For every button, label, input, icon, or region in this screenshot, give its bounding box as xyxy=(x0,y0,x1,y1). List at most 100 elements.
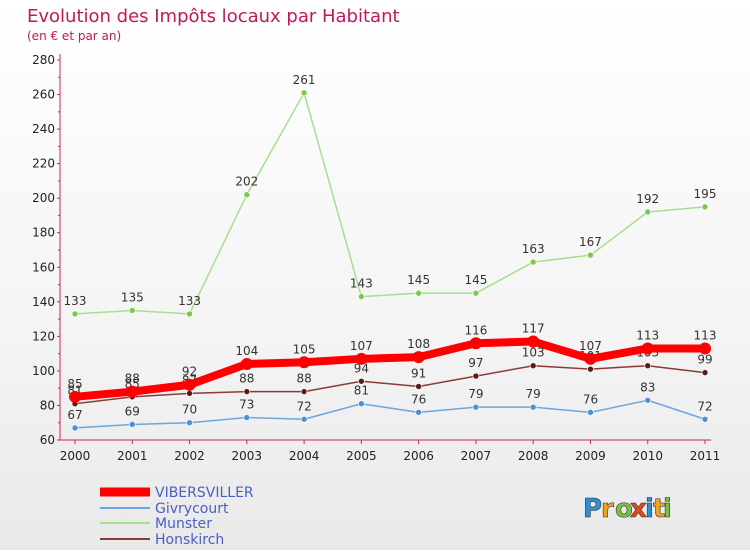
data-label: 91 xyxy=(411,366,426,380)
data-label: 94 xyxy=(354,361,369,375)
data-point xyxy=(587,251,594,259)
data-point xyxy=(472,372,480,380)
data-point xyxy=(529,403,537,411)
y-tick-label: 60 xyxy=(40,433,55,447)
series-munster: 133 135 133 202 261 143 145 145 163 167 192 195 xyxy=(64,73,717,318)
data-label: 105 xyxy=(293,342,316,356)
data-label: 72 xyxy=(296,399,311,413)
data-point xyxy=(71,424,79,432)
data-point xyxy=(415,289,422,297)
data-point xyxy=(240,358,253,370)
series-line-vibersviller xyxy=(71,337,709,401)
series-line-honskirch xyxy=(74,364,706,405)
x-tick-label: 2003 xyxy=(232,449,263,463)
data-point xyxy=(641,342,654,355)
data-label: 113 xyxy=(694,328,717,342)
y-tick-label: 80 xyxy=(40,398,55,412)
data-label: 79 xyxy=(526,387,541,401)
data-point xyxy=(243,191,251,199)
y-tick-label: 240 xyxy=(32,122,55,136)
data-point xyxy=(183,378,196,391)
data-point xyxy=(415,383,422,390)
data-label: 192 xyxy=(636,192,659,206)
data-label: 76 xyxy=(411,392,426,406)
data-label: 81 xyxy=(354,384,369,398)
chart-title: Evolution des Impôts locaux par Habitant xyxy=(27,6,400,27)
x-tick-label: 2001 xyxy=(117,449,148,463)
x-tick-label: 2008 xyxy=(518,449,549,463)
data-point xyxy=(415,409,422,416)
y-tick-label: 200 xyxy=(32,191,55,205)
legend-label-givrycourt: Givrycourt xyxy=(155,501,229,517)
axes: 60 80 100 120 140 160 180 200 220 240 260 280 2000 20… xyxy=(32,53,720,463)
data-point xyxy=(584,352,597,365)
proxiti-logo: Pr oxi ti xyxy=(583,494,673,525)
data-point xyxy=(300,89,308,97)
data-label: 76 xyxy=(583,392,598,406)
data-label: 83 xyxy=(640,380,655,394)
data-label: 117 xyxy=(522,322,545,336)
data-label: 99 xyxy=(697,353,712,367)
x-tick-label: 2010 xyxy=(632,449,663,463)
data-point xyxy=(298,356,311,369)
data-label: 167 xyxy=(579,235,602,249)
data-point xyxy=(472,289,480,297)
data-label: 107 xyxy=(579,339,602,353)
series-line-munster xyxy=(74,92,706,315)
data-point xyxy=(412,351,425,364)
data-label: 103 xyxy=(522,346,545,360)
data-point xyxy=(186,419,193,427)
data-point xyxy=(355,352,368,365)
data-point xyxy=(529,258,537,266)
data-label: 108 xyxy=(407,337,430,351)
x-tick-label: 2007 xyxy=(461,449,492,463)
data-label: 163 xyxy=(522,242,545,256)
x-tick-label: 2004 xyxy=(289,449,320,463)
data-point xyxy=(358,377,365,385)
x-tick-label: 2005 xyxy=(346,449,377,463)
data-point xyxy=(358,400,365,408)
data-label: 143 xyxy=(350,277,373,291)
data-point xyxy=(701,203,709,211)
data-label: 113 xyxy=(636,328,659,342)
x-tick-label: 2002 xyxy=(174,449,205,463)
data-label: 104 xyxy=(235,344,258,358)
data-point xyxy=(587,365,594,373)
data-point xyxy=(644,362,652,370)
logo-letter: x xyxy=(630,494,647,524)
data-point xyxy=(701,415,709,423)
series-line-givrycourt xyxy=(74,399,706,429)
data-point xyxy=(186,310,193,318)
data-point xyxy=(472,403,480,411)
data-point xyxy=(71,310,79,318)
data-point xyxy=(699,342,711,355)
data-label: 202 xyxy=(235,175,258,189)
data-point xyxy=(300,415,308,423)
logo-letter: i xyxy=(663,494,672,524)
data-point xyxy=(529,362,537,370)
chart-subtitle: (en € et par an) xyxy=(27,29,121,43)
data-label: 145 xyxy=(464,273,487,287)
data-point xyxy=(644,396,652,404)
data-label: 67 xyxy=(67,408,82,422)
series-vibersviller: 85 88 92 104 105 107 108 116 117 107 113 113 xyxy=(67,322,716,403)
data-point xyxy=(644,208,652,216)
logo-letter: o xyxy=(615,494,633,524)
y-tick-label: 260 xyxy=(32,88,55,102)
data-label: 73 xyxy=(239,398,254,412)
x-tick-label: 2011 xyxy=(690,449,721,463)
logo-letter: t xyxy=(653,494,665,524)
data-label: 133 xyxy=(178,294,201,308)
x-tick-label: 2006 xyxy=(403,449,434,463)
data-label: 97 xyxy=(468,356,483,370)
data-point xyxy=(128,307,136,314)
data-label: 195 xyxy=(694,187,717,201)
data-label: 69 xyxy=(125,404,140,418)
data-label: 92 xyxy=(182,365,197,379)
data-label: 145 xyxy=(407,273,430,287)
series-givrycourt: 67 69 70 73 72 81 76 79 79 76 83 72 xyxy=(67,380,713,432)
data-label: 116 xyxy=(464,323,487,337)
data-label: 72 xyxy=(697,399,712,413)
